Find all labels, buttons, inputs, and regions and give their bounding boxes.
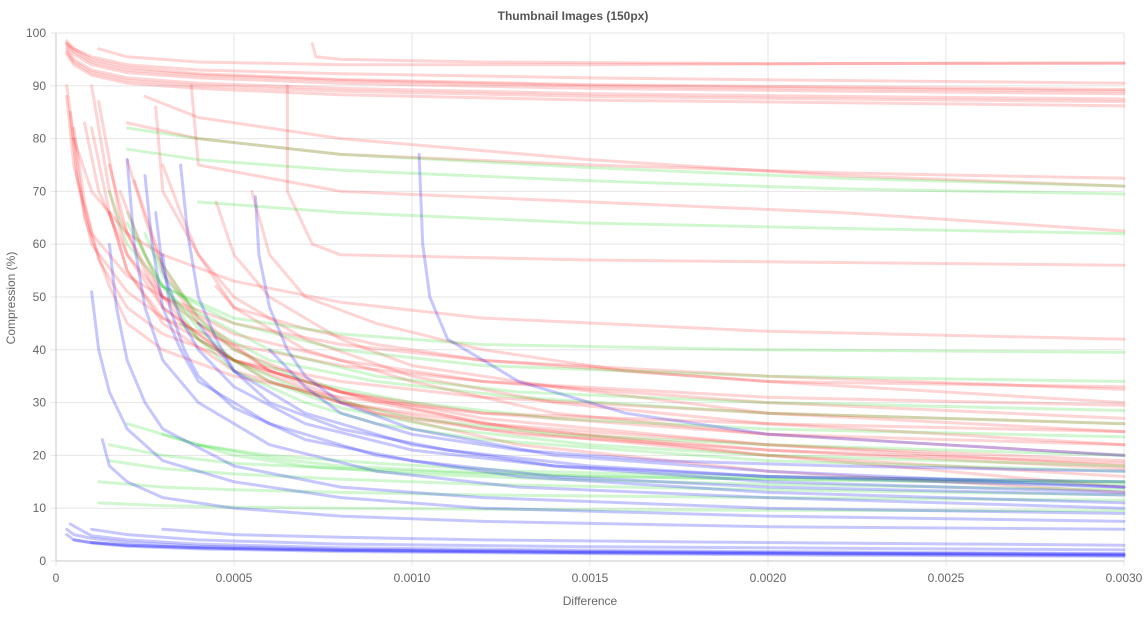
series-line-blue-62: [253, 195, 1126, 489]
series-line-red-24: [214, 200, 1126, 434]
series-line-green-40: [161, 284, 1126, 457]
series-line-red-28: [107, 211, 1126, 478]
series-line-green-42: [179, 321, 1126, 473]
series-line-blue-61: [179, 163, 1126, 494]
series-line-red-1: [65, 39, 1126, 91]
y-tick-label: 10: [33, 501, 47, 515]
y-tick-label: 0: [39, 554, 46, 568]
series-line-blue-59: [125, 158, 1126, 510]
series-line-green-36: [125, 211, 1126, 383]
y-tick-label: 30: [33, 396, 47, 410]
series-line-green-33: [125, 147, 1126, 196]
x-tick-label: 0.0015: [572, 571, 609, 585]
series-line-red-26: [83, 121, 1126, 420]
y-tick-label: 50: [33, 290, 47, 304]
x-tick-label: 0.0025: [928, 571, 965, 585]
y-tick-label: 80: [33, 132, 47, 146]
series-line-green-37: [125, 221, 1126, 426]
series-line-blue-58: [107, 242, 1126, 515]
series-line-blue-52: [68, 522, 1126, 556]
series-line-green-34: [196, 200, 1126, 236]
y-tick-label: 20: [33, 448, 47, 462]
x-tick-label: 0.0020: [750, 571, 787, 585]
axes: 0 10 20 30 40 50 60 70 80 90 100 0 0.0005 0.0010 0.001…: [26, 26, 1143, 585]
x-tick-label: 0: [53, 571, 60, 585]
series-line-blue-55: [161, 527, 1126, 547]
series-line-red-0: [65, 42, 1126, 93]
series-line-green-35: [107, 189, 1126, 354]
series-line-red-4: [65, 50, 1126, 104]
x-tick-label: 0.0005: [216, 571, 253, 585]
series-line-blue-51: [65, 533, 1126, 558]
series-line-red-15: [68, 110, 1126, 407]
series-line-red-29: [118, 189, 1126, 489]
series-line-green-45: [97, 480, 1126, 502]
series-line-green-48: [161, 432, 1126, 492]
series-line-red-30: [132, 179, 1126, 494]
series-line-red-31: [214, 284, 1126, 389]
series-line-blue-64: [161, 253, 1126, 497]
series-line-red-7: [97, 47, 1126, 67]
series-line-blue-53: [72, 538, 1126, 558]
series-line-blue-67: [196, 321, 1126, 489]
series-line-green-46: [97, 501, 1126, 513]
series-line-red-27: [90, 126, 1126, 468]
series-line-red-18: [90, 84, 1126, 447]
series-line-red-16: [72, 126, 1126, 426]
series-line-red-6: [65, 42, 1126, 85]
series-line-blue-56: [90, 541, 1126, 556]
series-line-blue-60: [143, 174, 1126, 505]
series-line-red-11: [189, 84, 1126, 233]
series-layer: [65, 39, 1126, 558]
series-line-red-3: [65, 47, 1126, 101]
series-line-red-17: [72, 137, 1126, 434]
series-line-red-13: [65, 84, 1126, 341]
series-line-red-8: [310, 42, 1126, 66]
series-line-blue-57: [90, 290, 1126, 523]
series-line-red-23: [161, 163, 1126, 447]
series-line-red-2: [65, 44, 1126, 96]
series-line-green-32: [125, 126, 1126, 188]
y-tick-label: 40: [33, 343, 47, 357]
series-line-green-49: [196, 443, 1126, 484]
series-line-red-19: [97, 100, 1126, 463]
series-line-red-5: [65, 52, 1126, 108]
series-line-blue-65: [417, 152, 1126, 457]
series-line-green-43: [107, 443, 1126, 486]
y-tick-label: 90: [33, 79, 47, 93]
y-tick-label: 60: [33, 237, 47, 251]
series-line-green-38: [143, 232, 1126, 412]
x-axis-title: Difference: [563, 594, 618, 608]
series-line-red-20: [107, 163, 1126, 465]
series-line-green-47: [125, 422, 1126, 484]
series-line-red-12: [285, 84, 1126, 267]
series-line-blue-66: [100, 438, 1126, 531]
series-line-red-10: [143, 94, 1126, 188]
chart-title: Thumbnail Images (150px): [498, 9, 649, 23]
series-line-green-44: [107, 459, 1126, 497]
series-line-green-39: [154, 253, 1126, 439]
series-line-red-21: [125, 158, 1126, 471]
series-line-blue-68: [268, 348, 1126, 473]
x-tick-label: 0.0010: [394, 571, 431, 585]
series-line-green-41: [168, 295, 1126, 468]
series-line-red-25: [250, 189, 1126, 405]
series-line-red-9: [125, 121, 1126, 180]
y-tick-label: 100: [26, 26, 46, 40]
y-axis-title: Compression (%): [4, 252, 18, 345]
y-tick-label: 70: [33, 184, 47, 198]
series-line-blue-63: [154, 211, 1126, 484]
series-line-blue-54: [90, 527, 1126, 552]
series-line-red-22: [154, 105, 1126, 457]
series-line-blue-50: [65, 527, 1126, 557]
series-line-red-14: [65, 94, 1126, 391]
x-tick-label: 0.0030: [1106, 571, 1143, 585]
